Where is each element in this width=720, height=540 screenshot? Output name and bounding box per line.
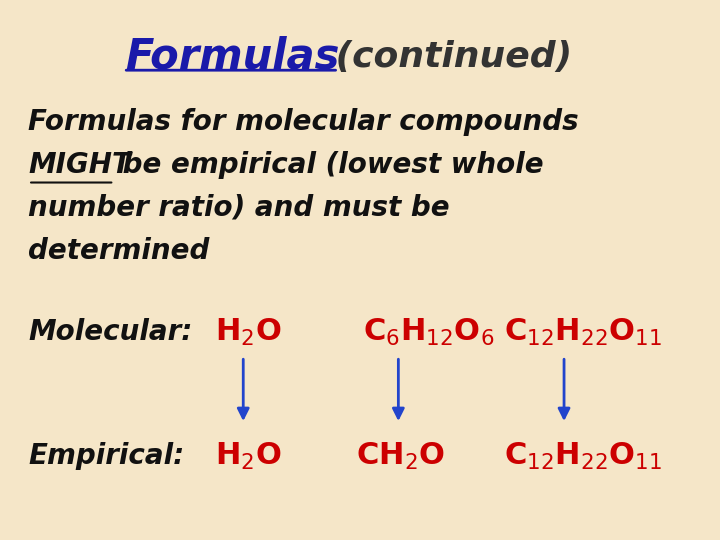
Text: number ratio) and must be: number ratio) and must be [28,194,450,222]
Text: Formulas for molecular compounds: Formulas for molecular compounds [28,107,579,136]
Text: $\mathbf{CH}_{2}\mathbf{O}$: $\mathbf{CH}_{2}\mathbf{O}$ [356,441,445,472]
Text: (continued): (continued) [323,40,572,73]
Text: $\mathbf{C}_{6}\mathbf{H}_{12}\mathbf{O}_{6}\mathbf{}$: $\mathbf{C}_{6}\mathbf{H}_{12}\mathbf{O}… [363,316,495,348]
Text: $\mathbf{C}_{12}\mathbf{H}_{22}\mathbf{O}_{11}\mathbf{}$: $\mathbf{C}_{12}\mathbf{H}_{22}\mathbf{O… [504,441,662,472]
Text: Formulas: Formulas [125,36,340,78]
Text: Empirical:: Empirical: [28,442,184,470]
Text: be empirical (lowest whole: be empirical (lowest whole [113,151,544,179]
Text: $\mathbf{H}_{2}\mathbf{O}$: $\mathbf{H}_{2}\mathbf{O}$ [215,441,282,472]
Text: MIGHT: MIGHT [28,151,131,179]
Text: $\mathbf{H}_{2}\mathbf{O}$: $\mathbf{H}_{2}\mathbf{O}$ [215,316,282,348]
Text: Molecular:: Molecular: [28,318,192,346]
Text: $\mathbf{C}_{12}\mathbf{H}_{22}\mathbf{O}_{11}\mathbf{}$: $\mathbf{C}_{12}\mathbf{H}_{22}\mathbf{O… [504,316,662,348]
Text: determined: determined [28,237,210,265]
